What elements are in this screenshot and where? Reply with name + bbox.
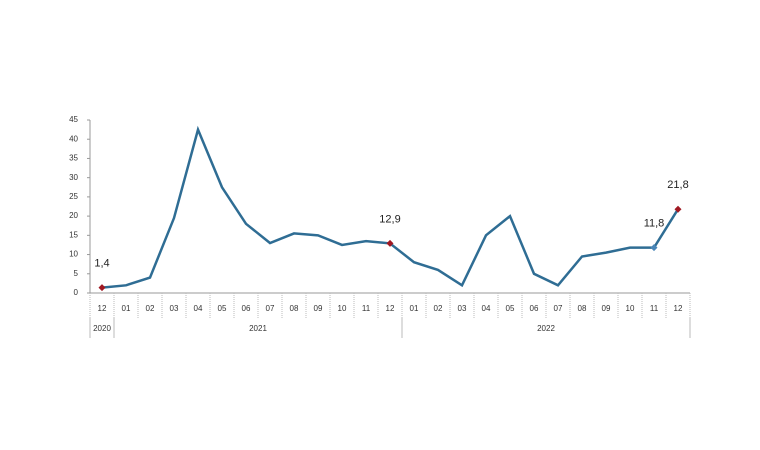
y-tick-label: 40 — [69, 134, 78, 143]
line — [101, 125, 680, 289]
x-tick-label: 09 — [314, 304, 323, 313]
marker — [650, 244, 658, 252]
y-tick-label: 20 — [69, 211, 78, 220]
y-tick-label: 30 — [69, 173, 78, 182]
y-tick-label: 10 — [69, 250, 78, 259]
group-label: 2020 — [93, 324, 111, 333]
marker — [674, 205, 682, 213]
x-tick-label: 05 — [506, 304, 515, 313]
y-tick-label: 15 — [69, 230, 78, 239]
x-tick-label: 02 — [434, 304, 443, 313]
x-tick-label: 04 — [194, 304, 203, 313]
y-tick-label: 35 — [69, 154, 78, 163]
x-tick-label: 07 — [554, 304, 563, 313]
x-tick-label: 06 — [242, 304, 251, 313]
x-tick-label: 01 — [410, 304, 419, 313]
x-tick-label: 12 — [674, 304, 683, 313]
x-tick-label: 08 — [290, 304, 299, 313]
x-tick-label: 10 — [626, 304, 635, 313]
x-tick-label: 03 — [458, 304, 467, 313]
x-tick-label: 07 — [266, 304, 275, 313]
value-label: 12,9 — [379, 213, 400, 225]
x-tick-label: 01 — [122, 304, 131, 313]
marker — [98, 284, 106, 292]
x-tick-label: 12 — [386, 304, 395, 313]
y-tick-label: 45 — [69, 115, 78, 124]
x-tick-label: 06 — [530, 304, 539, 313]
x-tick-label: 05 — [218, 304, 227, 313]
y-tick-label: 0 — [74, 288, 79, 297]
x-tick-label: 11 — [650, 304, 659, 313]
value-label: 11,8 — [644, 218, 665, 230]
y-tick-label: 25 — [69, 192, 78, 201]
marker — [386, 239, 394, 247]
x-tick-label: 02 — [146, 304, 155, 313]
x-tick-label: 12 — [98, 304, 107, 313]
group-label: 2022 — [537, 324, 555, 333]
x-tick-label: 08 — [578, 304, 587, 313]
x-tick-label: 11 — [362, 304, 371, 313]
value-label: 21,8 — [667, 179, 688, 191]
x-tick-label: 10 — [338, 304, 347, 313]
y-tick-label: 5 — [74, 269, 79, 278]
value-label: 1,4 — [94, 258, 109, 270]
x-tick-label: 04 — [482, 304, 491, 313]
group-label: 2021 — [249, 324, 267, 333]
x-tick-label: 03 — [170, 304, 179, 313]
x-tick-label: 09 — [602, 304, 611, 313]
